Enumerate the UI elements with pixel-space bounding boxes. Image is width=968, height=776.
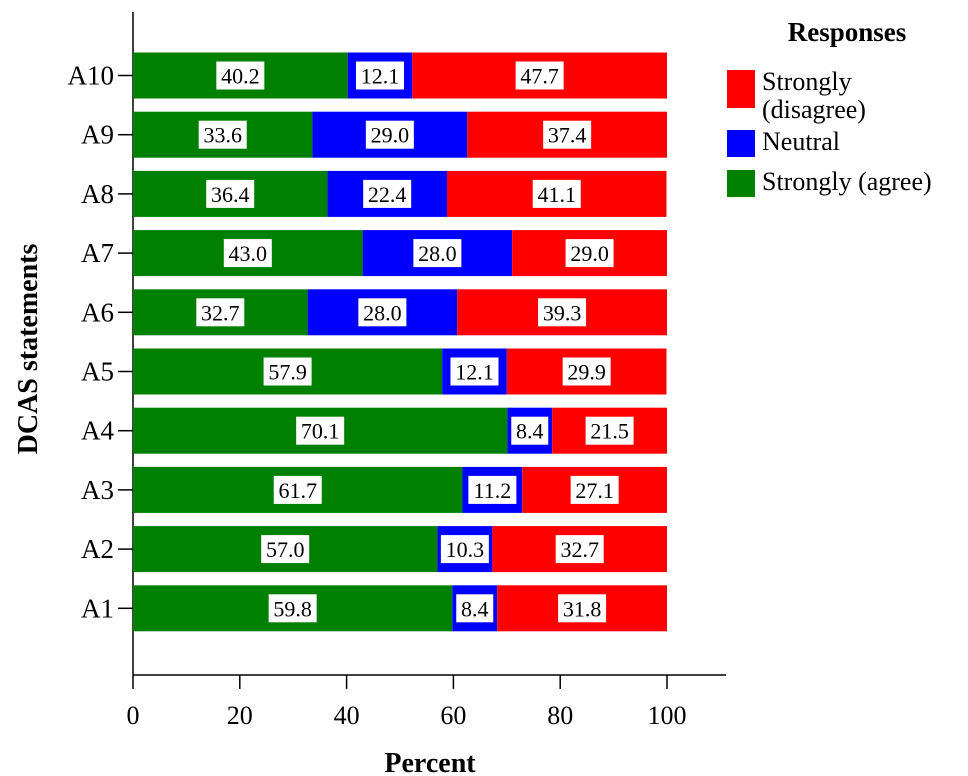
x-tick-label-80: 80 bbox=[547, 701, 573, 730]
data-label-a7-s2: 29.0 bbox=[570, 241, 609, 266]
data-label-a1-s0: 59.8 bbox=[273, 596, 312, 621]
data-label-box bbox=[363, 179, 412, 208]
data-label-a5-s2: 29.9 bbox=[567, 360, 606, 385]
data-label-a8-s1: 22.4 bbox=[368, 182, 407, 207]
data-label-box bbox=[223, 239, 272, 268]
data-label-a10-s1: 12.1 bbox=[361, 64, 400, 89]
data-label-a9-s0: 33.6 bbox=[203, 123, 242, 148]
data-label-box bbox=[261, 535, 310, 564]
data-label-a1-s1: 8.4 bbox=[461, 596, 489, 621]
data-label-a3-s0: 61.7 bbox=[278, 478, 317, 503]
legend-title: Responses bbox=[788, 17, 907, 47]
data-label-a8-s0: 36.4 bbox=[211, 182, 250, 207]
data-label-box bbox=[413, 239, 462, 268]
data-label-box bbox=[585, 416, 634, 445]
data-label-a10-s0: 40.2 bbox=[221, 64, 260, 89]
x-ticks: 0 20 40 60 80 100 bbox=[127, 675, 687, 730]
data-label-box bbox=[558, 594, 607, 623]
y-tick-label-a4: A4 bbox=[81, 416, 114, 446]
data-label-a3-s2: 27.1 bbox=[575, 478, 614, 503]
y-tick-label-a10: A10 bbox=[68, 61, 115, 91]
data-label-box bbox=[555, 535, 604, 564]
data-label-a5-s1: 12.1 bbox=[455, 360, 494, 385]
y-tick-label-a6: A6 bbox=[81, 297, 114, 327]
y-tick-label-a9: A9 bbox=[81, 120, 114, 150]
data-label-a2-s2: 32.7 bbox=[560, 537, 599, 562]
y-ticks: A10 A9 A8 A7 A6 A5 A4 A3 A2 A1 bbox=[68, 61, 133, 623]
data-label-a6-s0: 32.7 bbox=[201, 300, 240, 325]
y-tick-label-a5: A5 bbox=[81, 357, 114, 387]
legend-swatch-2 bbox=[727, 170, 755, 197]
data-label-a4-s2: 21.5 bbox=[590, 419, 629, 444]
legend-swatch-0 bbox=[727, 70, 755, 108]
data-label-box bbox=[358, 298, 407, 327]
y-tick-label-a3: A3 bbox=[81, 475, 114, 505]
y-tick-label-a7: A7 bbox=[81, 238, 114, 268]
legend: Responses Strongly(disagree) Neutral Stron… bbox=[727, 17, 932, 197]
x-tick-label-100: 100 bbox=[648, 701, 687, 730]
data-label-a5-s0: 57.9 bbox=[268, 360, 307, 385]
legend-label-1: Neutral bbox=[762, 127, 840, 156]
data-label-box bbox=[570, 475, 619, 504]
data-label-box bbox=[216, 61, 265, 90]
data-label-a2-s1: 10.3 bbox=[446, 537, 485, 562]
data-label-box bbox=[196, 298, 245, 327]
x-tick-label-40: 40 bbox=[334, 701, 360, 730]
data-label-box bbox=[273, 475, 322, 504]
data-label-a1-s2: 31.8 bbox=[563, 596, 602, 621]
data-label-a9-s2: 37.4 bbox=[548, 123, 587, 148]
x-tick-label-0: 0 bbox=[127, 701, 140, 730]
data-label-a3-s1: 11.2 bbox=[474, 478, 512, 503]
data-label-box bbox=[268, 594, 317, 623]
data-label-a6-s2: 39.3 bbox=[543, 300, 582, 325]
data-label-a7-s0: 43.0 bbox=[229, 241, 268, 266]
data-label-a10-s2: 47.7 bbox=[520, 64, 559, 89]
axes bbox=[132, 12, 726, 676]
data-label-a4-s1: 8.4 bbox=[516, 419, 544, 444]
data-label-box bbox=[198, 120, 247, 149]
data-label-box bbox=[511, 416, 549, 445]
data-label-box bbox=[543, 120, 592, 149]
data-label-a8-s2: 41.1 bbox=[537, 182, 576, 207]
legend-label-0: (disagree) bbox=[762, 95, 866, 124]
data-label-box bbox=[456, 594, 494, 623]
legend-swatch-1 bbox=[727, 130, 755, 157]
x-tick-label-60: 60 bbox=[440, 701, 466, 730]
data-label-box bbox=[538, 298, 587, 327]
data-label-a9-s1: 29.0 bbox=[371, 123, 410, 148]
data-label-box bbox=[206, 179, 255, 208]
data-label-box bbox=[263, 357, 312, 386]
data-label-box bbox=[365, 120, 414, 149]
bars: 40.2 12.1 47.7 33.6 29.0 37.4 36.4 22.4 41.1 43.0… bbox=[133, 52, 667, 632]
y-axis-title: DCAS statements bbox=[13, 244, 44, 455]
data-label-box bbox=[532, 179, 581, 208]
data-label-box bbox=[562, 357, 611, 386]
data-label-a6-s1: 28.0 bbox=[363, 300, 402, 325]
x-tick-label-20: 20 bbox=[227, 701, 253, 730]
data-label-box bbox=[515, 61, 564, 90]
data-label-box bbox=[355, 61, 404, 90]
x-axis-title: Percent bbox=[384, 748, 476, 776]
data-label-box bbox=[450, 357, 499, 386]
y-tick-label-a2: A2 bbox=[81, 534, 114, 564]
data-label-box bbox=[296, 416, 345, 445]
y-tick-label-a1: A1 bbox=[81, 593, 114, 623]
y-tick-label-a8: A8 bbox=[81, 179, 114, 209]
data-label-box bbox=[565, 239, 614, 268]
data-label-a4-s0: 70.1 bbox=[301, 419, 340, 444]
data-label-a7-s1: 28.0 bbox=[418, 241, 457, 266]
legend-label-0: Strongly bbox=[762, 67, 852, 96]
data-label-box bbox=[468, 475, 517, 504]
data-label-a2-s0: 57.0 bbox=[266, 537, 305, 562]
data-label-box bbox=[440, 535, 489, 564]
legend-label-2: Strongly (agree) bbox=[762, 167, 932, 196]
